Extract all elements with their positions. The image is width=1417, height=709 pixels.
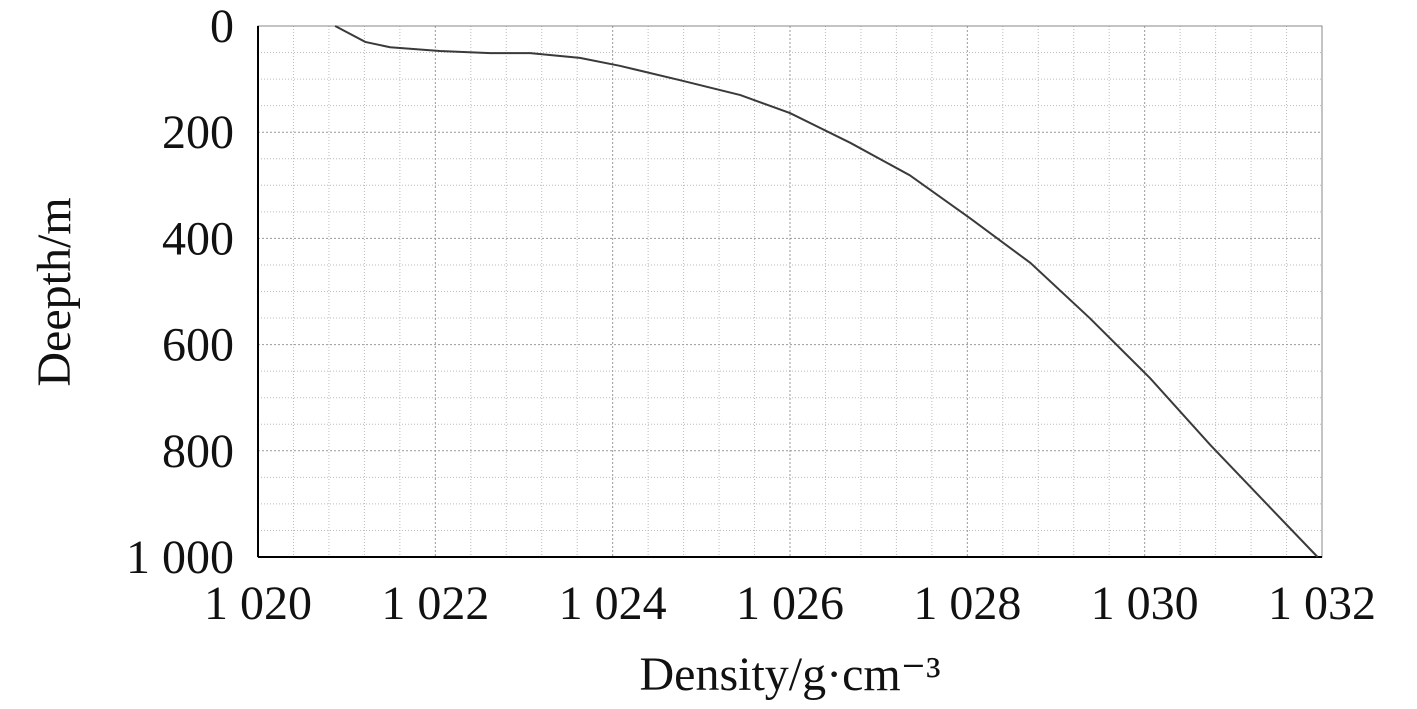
y-tick-label: 400 [162, 212, 234, 265]
y-tick-label: 600 [162, 319, 234, 372]
y-tick-label: 800 [162, 425, 234, 478]
x-tick-label: 1 024 [559, 577, 667, 630]
x-axis-label: Density/g·cm⁻³ [639, 648, 940, 701]
x-tick-label: 1 026 [736, 577, 844, 630]
x-tick-label: 1 020 [204, 577, 312, 630]
x-tick-label: 1 032 [1268, 577, 1376, 630]
y-tick-label: 200 [162, 106, 234, 159]
x-tick-label: 1 030 [1091, 577, 1199, 630]
x-tick-label: 1 022 [381, 577, 489, 630]
x-tick-label: 1 028 [913, 577, 1021, 630]
y-tick-label: 1 000 [126, 531, 234, 584]
y-tick-label: 0 [210, 0, 234, 53]
data-line [334, 25, 1319, 558]
y-axis-label: Deepth/m [28, 197, 81, 386]
